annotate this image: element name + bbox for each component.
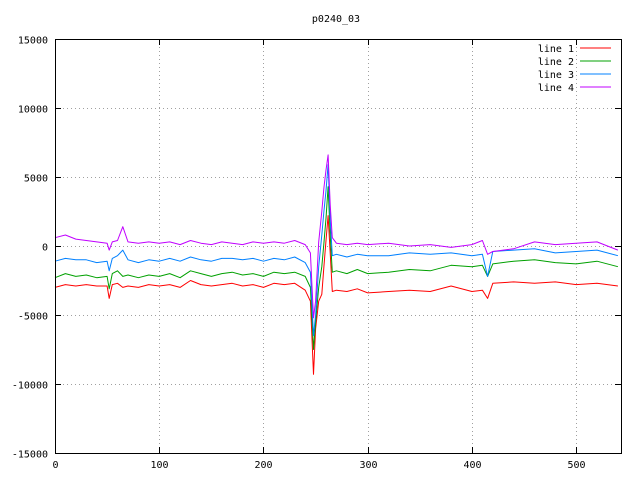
legend-label: line 3	[538, 70, 574, 81]
x-tick-label: 0	[52, 460, 58, 471]
series-line-2	[54, 186, 619, 350]
y-tick-label: -5000	[18, 312, 48, 323]
y-tick-label: 0	[42, 243, 48, 254]
data-series	[54, 154, 619, 375]
y-tick-label: 15000	[18, 36, 48, 47]
y-tick-label: 5000	[24, 174, 48, 185]
legend-label: line 4	[538, 83, 574, 94]
x-tick-label: 300	[359, 460, 377, 471]
y-tick-label: 10000	[18, 105, 48, 116]
series-line-1	[54, 215, 618, 375]
x-tick-label: 200	[254, 460, 272, 471]
legend-label: line 1	[538, 44, 574, 55]
y-tick-label: -15000	[12, 450, 48, 461]
legend-label: line 2	[538, 57, 574, 68]
series-line-3	[54, 164, 619, 337]
x-tick-label: 500	[567, 460, 585, 471]
legend: line 1 line 2 line 3 line 4	[538, 44, 611, 94]
x-tick-label: 100	[150, 460, 168, 471]
x-tick-label: 400	[463, 460, 481, 471]
series-line-4	[54, 154, 619, 319]
axis-ticks: 0 100 200 300 400 500 -15000 -10000 -5000 0 5000 10…	[12, 36, 621, 471]
y-tick-label: -10000	[12, 381, 48, 392]
plot-frame	[55, 39, 622, 454]
chart-title: p0240_03	[312, 14, 360, 25]
grid-lines	[55, 39, 621, 453]
